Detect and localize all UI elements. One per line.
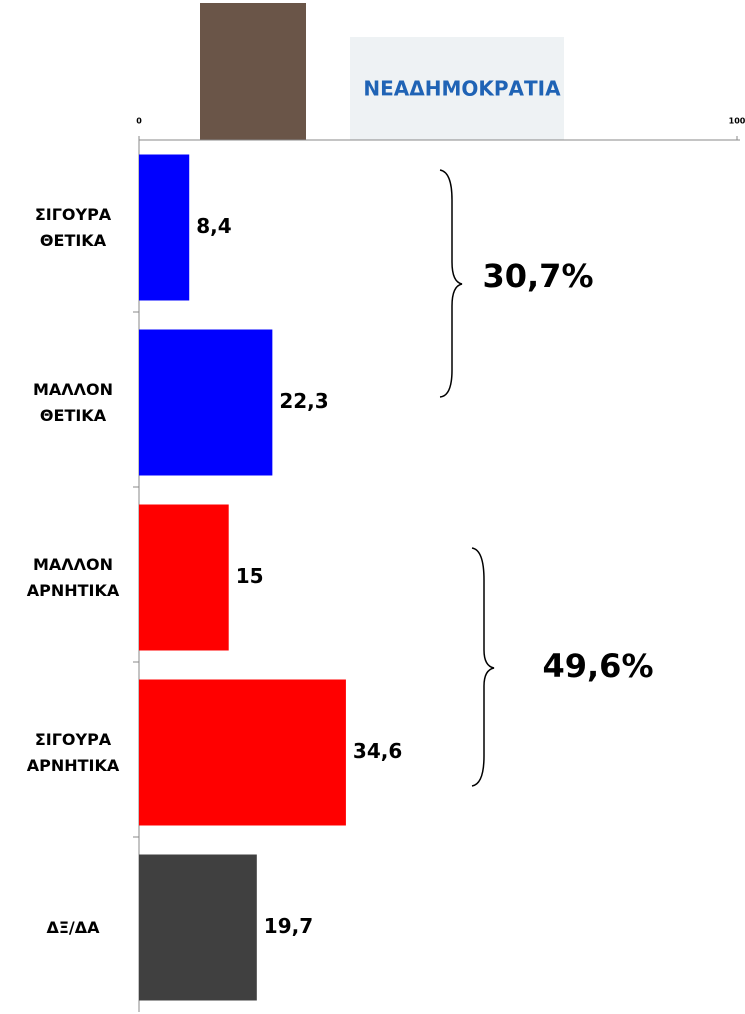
party-logo bbox=[350, 37, 564, 140]
logo-text: ΝΕΑΔΗΜΟΚΡΑΤΙΑ bbox=[363, 77, 561, 101]
value-label: 19,7 bbox=[264, 914, 313, 938]
value-label: 34,6 bbox=[353, 739, 402, 763]
portrait-photo bbox=[200, 3, 306, 140]
bar bbox=[139, 854, 257, 1001]
y-tick-label: ΜΑΛΛΟΝ ΑΡΝΗΤΙΚΑ bbox=[26, 554, 120, 600]
value-label: 15 bbox=[236, 564, 264, 588]
annotation: 49,6% bbox=[542, 647, 653, 685]
y-tick-label: ΣΙΓΟΥΡΑ ΘΕΤΙΚΑ bbox=[34, 204, 112, 250]
y-tick-label: ΔΞ/ΔΑ bbox=[46, 917, 100, 937]
annotation: 30,7% bbox=[482, 257, 593, 295]
brace bbox=[439, 169, 463, 398]
x-tick-label: 0 bbox=[136, 117, 142, 126]
bar bbox=[139, 329, 273, 476]
value-label: 22,3 bbox=[279, 389, 328, 413]
bar bbox=[139, 154, 190, 301]
bar bbox=[139, 679, 346, 826]
bar bbox=[139, 504, 229, 651]
x-tick-label: 100 bbox=[729, 117, 745, 126]
y-tick-label: ΣΙΓΟΥΡΑ ΑΡΝΗΤΙΚΑ bbox=[26, 729, 120, 775]
y-tick-label: ΜΑΛΛΟΝ ΘΕΤΙΚΑ bbox=[32, 379, 114, 425]
value-label: 8,4 bbox=[196, 214, 231, 238]
brace bbox=[471, 547, 495, 787]
